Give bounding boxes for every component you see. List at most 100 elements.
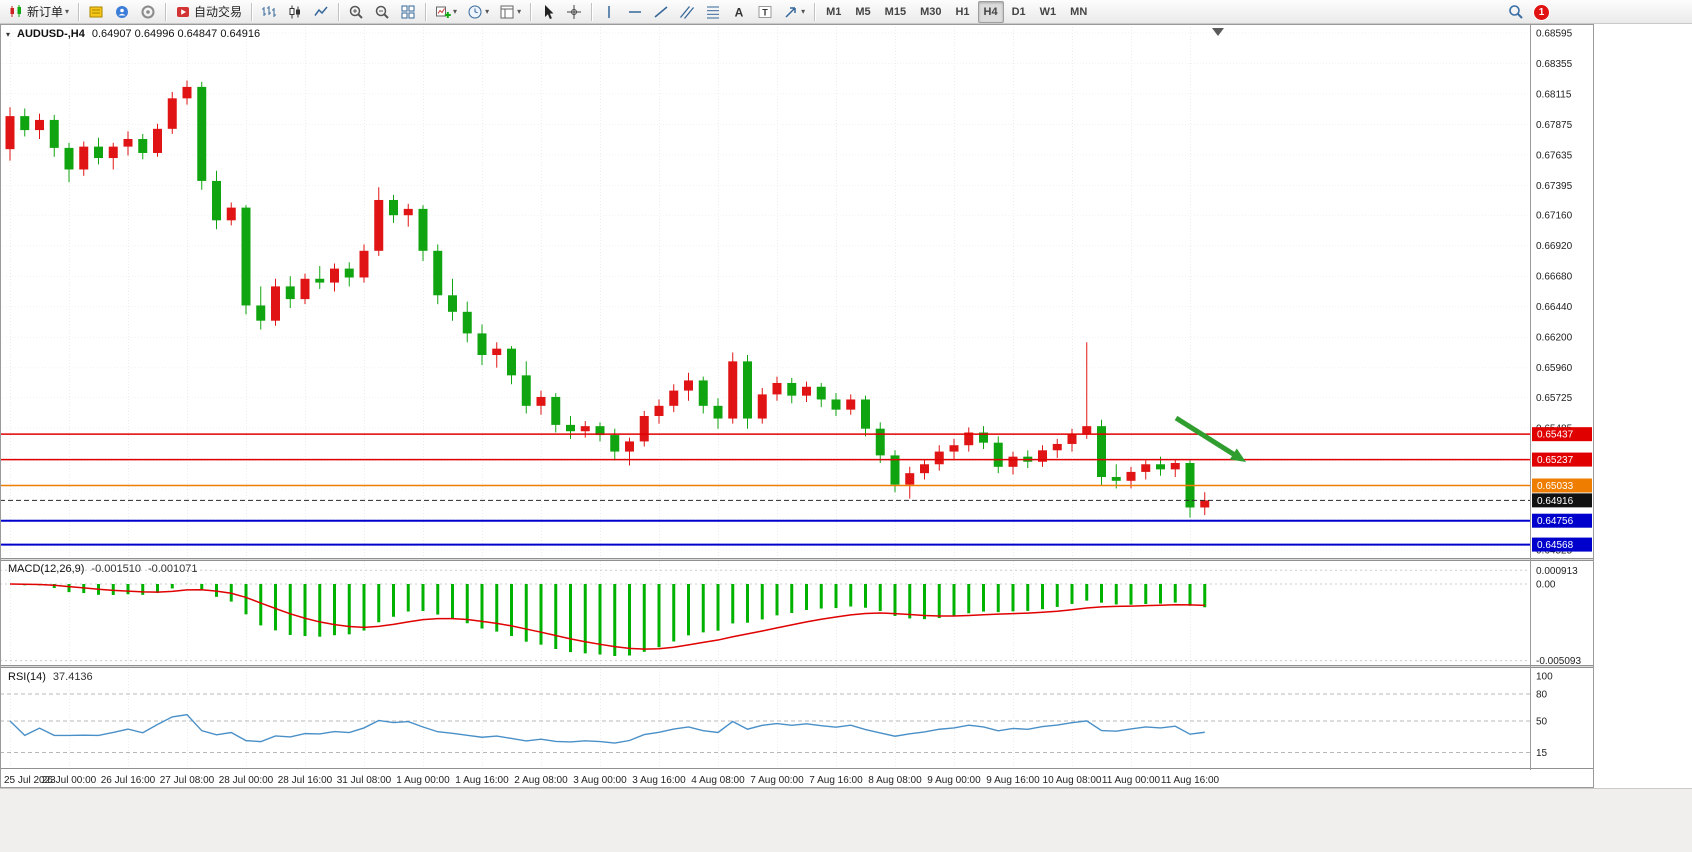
search-icon[interactable] xyxy=(1508,4,1524,20)
vertical-line-button[interactable] xyxy=(597,1,621,23)
horizontal-line-button[interactable] xyxy=(623,1,647,23)
timeframe-m15-button[interactable]: M15 xyxy=(879,1,912,23)
text-label-icon: T xyxy=(757,4,773,20)
dropdown-caret-icon: ▾ xyxy=(453,7,458,16)
community-button[interactable] xyxy=(110,1,134,23)
trend-arrow-annotation[interactable] xyxy=(1174,415,1246,462)
svg-text:3 Aug 16:00: 3 Aug 16:00 xyxy=(632,775,686,786)
timeframe-m30-label: M30 xyxy=(920,5,942,18)
crosshair-button[interactable] xyxy=(562,1,586,23)
new-order-button[interactable]: 新订单 ▾ xyxy=(4,1,73,23)
candlestick-chart-icon xyxy=(287,4,303,20)
timeframe-h1-label: H1 xyxy=(955,5,970,18)
crosshair-icon xyxy=(566,4,582,20)
macd-grid xyxy=(0,569,1530,662)
text-label-button[interactable]: T xyxy=(753,1,777,23)
svg-text:80: 80 xyxy=(1536,690,1548,701)
toolbar-separator xyxy=(165,2,167,21)
status-area xyxy=(0,788,1692,852)
svg-text:100: 100 xyxy=(1536,672,1553,683)
svg-text:0.67395: 0.67395 xyxy=(1536,181,1573,192)
svg-text:0.67875: 0.67875 xyxy=(1536,120,1573,131)
price-tags: 0.65437 0.65237 0.65033 0.64916 0.64756 0.645… xyxy=(1532,427,1592,552)
svg-text:0.67160: 0.67160 xyxy=(1536,211,1573,222)
dropdown-caret-icon: ▾ xyxy=(801,7,806,16)
zoom-in-button[interactable] xyxy=(344,1,368,23)
svg-text:28 Jul 16:00: 28 Jul 16:00 xyxy=(278,775,333,786)
support-button[interactable] xyxy=(136,1,160,23)
autotrading-icon xyxy=(175,4,191,20)
arrows-button[interactable]: ▾ xyxy=(779,1,809,23)
trendline-button[interactable] xyxy=(649,1,673,23)
new-chart-button[interactable]: ▾ xyxy=(431,1,461,23)
macd-name: MACD(12,26,9) xyxy=(8,563,85,575)
notification-badge[interactable]: 1 xyxy=(1534,4,1549,20)
timeframe-d1-button[interactable]: D1 xyxy=(1006,1,1032,23)
chart-expand-icon[interactable]: ▾ xyxy=(6,29,11,39)
svg-text:0.66920: 0.66920 xyxy=(1536,241,1573,252)
chart-shift-marker-icon[interactable] xyxy=(1212,28,1224,36)
svg-text:11 Aug 00:00: 11 Aug 00:00 xyxy=(1102,775,1161,786)
svg-text:0.000913: 0.000913 xyxy=(1536,566,1578,577)
community-icon xyxy=(114,4,130,20)
text-button[interactable]: A xyxy=(727,1,751,23)
zoom-out-icon xyxy=(374,4,390,20)
svg-text:0.65033: 0.65033 xyxy=(1537,481,1574,492)
svg-text:0.67635: 0.67635 xyxy=(1536,150,1573,161)
depth-of-market-button[interactable] xyxy=(84,1,108,23)
chart-svg: 0.68595 0.68355 0.68115 0.67875 0.67635 0.673… xyxy=(0,24,1594,788)
timeframe-h4-button[interactable]: H4 xyxy=(977,0,1004,23)
bar-chart-button[interactable] xyxy=(257,1,281,23)
timeframe-w1-button[interactable]: W1 xyxy=(1034,1,1063,23)
dropdown-caret-icon: ▾ xyxy=(517,7,522,16)
svg-text:7 Aug 00:00: 7 Aug 00:00 xyxy=(750,775,804,786)
rsi-line xyxy=(9,713,1205,744)
new-chart-icon xyxy=(435,4,451,20)
timeframe-m5-button[interactable]: M5 xyxy=(849,1,876,23)
svg-text:1 Aug 00:00: 1 Aug 00:00 xyxy=(396,775,450,786)
svg-text:27 Jul 08:00: 27 Jul 08:00 xyxy=(160,775,215,786)
timeframe-mn-button[interactable]: MN xyxy=(1064,1,1093,23)
svg-text:3 Aug 00:00: 3 Aug 00:00 xyxy=(573,775,627,786)
macd-signal-line xyxy=(9,583,1205,650)
toolbar-separator xyxy=(814,2,816,21)
support-icon xyxy=(140,4,156,20)
chart-grid xyxy=(0,24,1530,768)
timeframe-h1-button[interactable]: H1 xyxy=(949,1,975,23)
zoom-out-button[interactable] xyxy=(370,1,394,23)
svg-text:0.65437: 0.65437 xyxy=(1537,430,1574,441)
toolbar-separator xyxy=(251,2,253,21)
fibonacci-retracement-button[interactable] xyxy=(701,1,725,23)
chart-template-button[interactable]: ▾ xyxy=(495,1,525,23)
timeframe-m30-button[interactable]: M30 xyxy=(914,1,947,23)
toolbar-separator xyxy=(338,2,340,21)
price-levels xyxy=(0,433,1530,546)
svg-text:50: 50 xyxy=(1536,717,1548,728)
dropdown-caret-icon: ▾ xyxy=(485,7,490,16)
equidistant-channel-icon xyxy=(679,4,695,20)
line-chart-icon xyxy=(313,4,329,20)
svg-text:2 Aug 08:00: 2 Aug 08:00 xyxy=(514,775,568,786)
tile-windows-button[interactable] xyxy=(396,1,420,23)
svg-text:0.66440: 0.66440 xyxy=(1536,302,1573,313)
chart-title: ▾ AUDUSD-,H4 0.64907 0.64996 0.64847 0.6… xyxy=(6,28,260,40)
tile-windows-icon xyxy=(400,4,416,20)
time-periods-button[interactable]: ▾ xyxy=(463,1,493,23)
svg-text:0.64916: 0.64916 xyxy=(1537,496,1574,507)
timeframe-m1-button[interactable]: M1 xyxy=(820,1,847,23)
arrow-icon xyxy=(783,4,799,20)
panel-borders xyxy=(0,24,1594,788)
toolbar-separator xyxy=(591,2,593,21)
toolbar-right: 1 xyxy=(1508,0,1549,24)
candlestick-chart-button[interactable] xyxy=(283,1,307,23)
svg-text:0.65960: 0.65960 xyxy=(1536,363,1573,374)
new-order-label: 新订单 xyxy=(27,5,64,19)
svg-text:A: A xyxy=(735,5,744,19)
autotrading-button[interactable]: 自动交易 xyxy=(171,1,246,23)
cursor-button[interactable] xyxy=(536,1,560,23)
line-chart-button[interactable] xyxy=(309,1,333,23)
equidistant-channel-button[interactable] xyxy=(675,1,699,23)
timeframe-m5-label: M5 xyxy=(855,5,871,18)
